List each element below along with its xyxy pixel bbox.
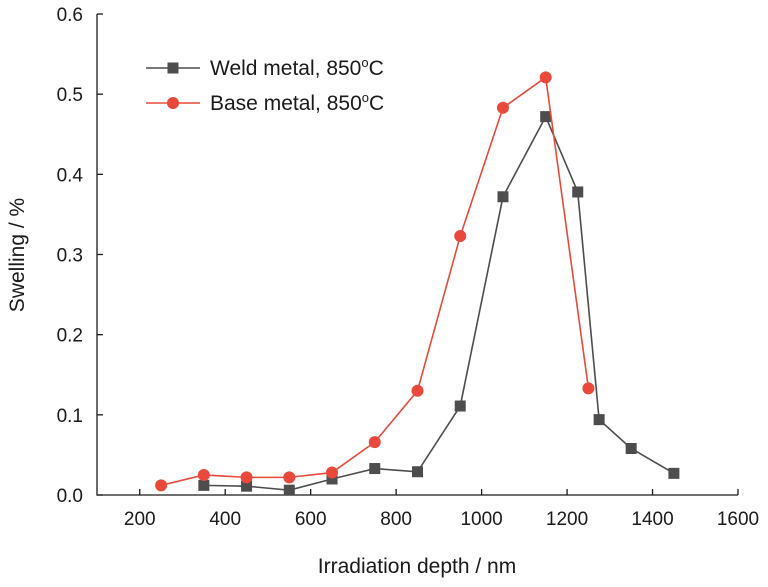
legend-label: Weld metal, 850oC [210, 55, 384, 80]
x-tick-label: 1000 [460, 509, 502, 530]
series-weld-metal [198, 111, 680, 496]
data-point-square [668, 467, 680, 479]
series-line [203, 114, 675, 491]
legend-marker-circle [167, 97, 179, 109]
data-point-circle [197, 468, 210, 481]
series-line [160, 75, 590, 487]
data-point-circle [368, 436, 381, 449]
x-tick-label: 1600 [717, 509, 759, 530]
data-point-circle [454, 230, 467, 243]
x-tick-label: 800 [380, 509, 412, 530]
legend: Weld metal, 850oC Base metal, 850oC [146, 55, 384, 115]
legend-item: Base metal, 850oC [146, 90, 384, 115]
x-axis-title: Irradiation depth / nm [318, 555, 516, 578]
x-tick-label: 400 [209, 509, 241, 530]
data-point-square [593, 414, 605, 426]
data-point-square [326, 473, 338, 485]
data-point-square [625, 443, 637, 455]
data-point-circle [539, 71, 552, 84]
data-point-square [572, 186, 584, 198]
x-tick-label: 1200 [546, 509, 588, 530]
y-tick-label: 0.4 [57, 165, 84, 186]
legend-item: Weld metal, 850oC [146, 55, 384, 80]
data-point-square [283, 484, 295, 496]
y-tick-label: 0.1 [57, 406, 83, 427]
legend-marker-square [167, 62, 179, 74]
plot-frame-left-bottom [96, 14, 738, 496]
data-point-square [497, 191, 509, 203]
y-tick-label: 0.6 [57, 5, 83, 26]
x-tick-label: 200 [124, 509, 156, 530]
y-tick-label: 0.3 [57, 246, 83, 267]
y-axis-title: Swelling / % [6, 198, 29, 312]
x-tick-label: 1400 [631, 509, 673, 530]
data-point-square [454, 400, 466, 412]
tick-labels: 200 400 600 800 1000 1200 1400 1600 0.0 0.1 0.2 0.3… [57, 5, 760, 530]
y-tick-label: 0.5 [57, 85, 83, 106]
series-layer [155, 71, 680, 496]
y-tick-label: 0.2 [57, 326, 83, 347]
data-point-circle [240, 471, 253, 484]
data-point-circle [582, 382, 595, 395]
data-point-square [369, 463, 381, 475]
data-point-square [198, 479, 210, 491]
y-tick-label: 0.0 [57, 486, 83, 507]
x-tick-label: 600 [295, 509, 327, 530]
data-point-circle [155, 479, 168, 492]
series-base-metal [155, 71, 595, 492]
axes [96, 14, 738, 496]
data-point-square [540, 111, 552, 123]
data-point-square [412, 466, 423, 478]
legend-label: Base metal, 850oC [210, 90, 384, 115]
data-point-circle [326, 466, 339, 479]
data-point-circle [283, 471, 296, 484]
data-point-square [241, 480, 253, 492]
data-point-circle [411, 384, 424, 397]
data-point-circle [496, 101, 509, 114]
tick-marks [97, 13, 739, 496]
